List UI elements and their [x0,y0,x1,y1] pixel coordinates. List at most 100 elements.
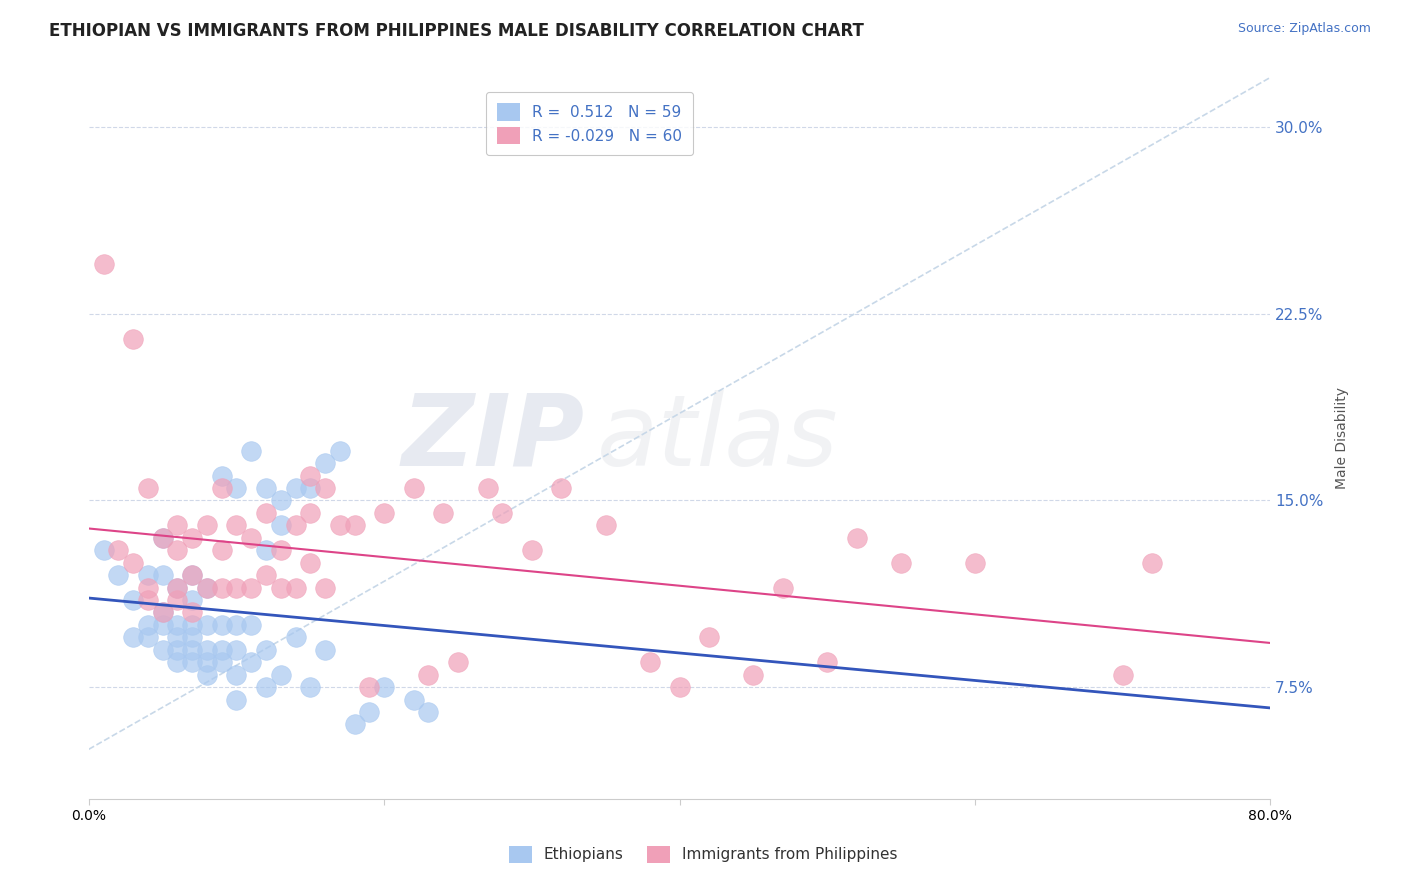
Point [270,518,292,533]
Point [890,556,912,570]
Point [152,531,174,545]
Point [299,506,322,520]
Point [240,581,263,595]
Point [181,606,204,620]
Point [240,655,263,669]
Point [136,630,159,644]
Point [211,468,233,483]
Point [254,568,277,582]
Point [195,618,218,632]
Point [254,481,277,495]
Legend: Ethiopians, Immigrants from Philippines: Ethiopians, Immigrants from Philippines [496,833,910,875]
Point [166,655,188,669]
Point [211,618,233,632]
Point [225,581,247,595]
Point [195,642,218,657]
Point [284,630,307,644]
Point [136,618,159,632]
Point [152,568,174,582]
Point [284,518,307,533]
Point [314,456,336,470]
Point [373,506,395,520]
Text: ETHIOPIAN VS IMMIGRANTS FROM PHILIPPINES MALE DISABILITY CORRELATION CHART: ETHIOPIAN VS IMMIGRANTS FROM PHILIPPINES… [49,22,865,40]
Point [697,630,720,644]
Point [343,717,366,731]
Point [240,618,263,632]
Point [225,667,247,681]
Point [181,531,204,545]
Point [195,655,218,669]
Point [254,543,277,558]
Point [195,518,218,533]
Point [93,257,115,271]
Point [254,506,277,520]
Point [254,642,277,657]
Point [195,667,218,681]
Point [299,556,322,570]
Legend: R =  0.512   N = 59, R = -0.029   N = 60: R = 0.512 N = 59, R = -0.029 N = 60 [486,92,693,155]
Point [418,705,440,719]
Point [299,481,322,495]
Point [136,568,159,582]
Point [359,705,381,719]
Point [122,593,145,607]
Point [166,642,188,657]
Point [211,642,233,657]
Point [314,642,336,657]
Point [211,655,233,669]
Point [638,655,661,669]
Point [211,543,233,558]
Point [166,518,188,533]
Point [136,481,159,495]
Point [195,581,218,595]
Point [166,630,188,644]
Point [402,481,425,495]
Point [373,680,395,694]
Point [314,481,336,495]
Point [329,443,352,458]
Point [107,543,129,558]
Point [152,642,174,657]
Point [122,332,145,346]
Point [299,680,322,694]
Point [152,531,174,545]
Point [136,593,159,607]
Point [225,481,247,495]
Point [152,606,174,620]
Point [845,531,868,545]
Point [447,655,470,669]
Point [181,630,204,644]
Point [491,506,513,520]
Text: ZIP: ZIP [402,390,585,487]
Point [225,618,247,632]
Point [270,493,292,508]
Point [240,443,263,458]
Point [225,518,247,533]
Point [477,481,499,495]
Point [181,618,204,632]
Point [284,581,307,595]
Point [152,618,174,632]
Point [122,556,145,570]
Point [211,581,233,595]
Y-axis label: Male Disability: Male Disability [1334,387,1348,489]
Point [93,543,115,558]
Point [595,518,617,533]
Point [284,481,307,495]
Point [122,630,145,644]
Point [240,531,263,545]
Point [181,593,204,607]
Point [166,618,188,632]
Point [166,593,188,607]
Point [181,568,204,582]
Point [152,606,174,620]
Point [963,556,986,570]
Point [329,518,352,533]
Point [742,667,765,681]
Point [772,581,794,595]
Point [181,642,204,657]
Point [270,667,292,681]
Point [402,692,425,706]
Point [1140,556,1163,570]
Point [270,581,292,595]
